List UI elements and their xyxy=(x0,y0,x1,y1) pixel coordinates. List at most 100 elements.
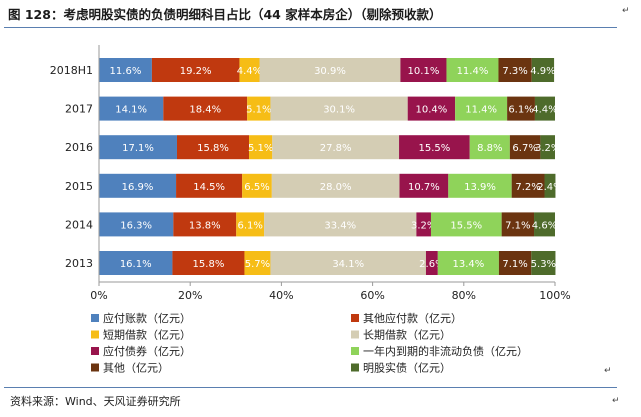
data-label: 14.1% xyxy=(115,105,147,116)
category-label: 2015 xyxy=(65,180,93,193)
legend-swatch xyxy=(91,347,99,355)
legend-label: 短期借款（亿元） xyxy=(103,328,191,342)
legend-swatch xyxy=(91,314,99,322)
source-note: 资料来源：Wind、天风证券研究所 xyxy=(10,395,181,408)
bar-2013-s4 xyxy=(425,251,438,275)
data-label: 15.8% xyxy=(197,143,229,154)
data-label: 27.8% xyxy=(320,143,352,154)
data-label: 30.9% xyxy=(314,66,346,77)
bar-2015-s1 xyxy=(176,173,243,198)
bar-2013-s2 xyxy=(244,251,271,275)
bar-2013-s5 xyxy=(437,251,499,275)
data-label: 16.9% xyxy=(122,182,154,193)
data-label: 5.3% xyxy=(531,259,556,270)
data-label: 28.0% xyxy=(320,182,352,193)
x-tick-label: 60% xyxy=(360,289,384,302)
bar-2016-s6 xyxy=(509,135,541,160)
legend-swatch xyxy=(351,314,359,322)
data-label: 10.4% xyxy=(416,105,448,116)
data-label: 11.4% xyxy=(465,105,497,116)
data-label: 15.5% xyxy=(450,220,482,231)
data-label: 2.6% xyxy=(419,259,444,270)
bars-layer: 11.6% 19.2% 4.4% 30.9% 10.1% 11.4% 7.3% 4.9% 14.… xyxy=(99,58,563,275)
data-label: 5.7% xyxy=(245,259,270,270)
source-rule xyxy=(4,387,617,388)
data-label: 13.8% xyxy=(189,220,221,231)
data-label: 13.9% xyxy=(464,182,496,193)
bar-2013-s1 xyxy=(172,251,245,275)
bar-2013-s7 xyxy=(531,251,556,275)
bar-2017-s2 xyxy=(247,96,271,121)
bar-2015-s4 xyxy=(399,173,449,198)
data-label: 11.4% xyxy=(457,66,489,77)
data-label: 7.3% xyxy=(502,66,527,77)
data-label: 11.6% xyxy=(110,66,142,77)
bar-2018H1-s1 xyxy=(151,58,240,82)
data-label: 3.2% xyxy=(411,220,436,231)
bar-2018H1-s2 xyxy=(239,58,260,82)
bar-2015-s2 xyxy=(242,173,272,198)
legend-label: 一年内到期的非流动负债（亿元） xyxy=(363,344,528,358)
data-label: 17.1% xyxy=(122,143,154,154)
data-label: 30.1% xyxy=(323,105,355,116)
bar-2016-s0 xyxy=(99,135,177,160)
bar-2015-s6 xyxy=(511,173,545,198)
data-label: 14.5% xyxy=(193,182,225,193)
bar-2016-s2 xyxy=(249,135,273,160)
data-label: 2.4% xyxy=(537,182,562,193)
data-label: 16.1% xyxy=(120,259,152,270)
legend-label: 长期借款（亿元） xyxy=(363,328,451,342)
legend-label: 明股实债（亿元） xyxy=(363,361,451,375)
bar-2017-s5 xyxy=(455,96,508,121)
data-label: 33.4% xyxy=(324,220,356,231)
legend-swatch xyxy=(351,363,359,372)
data-label: 7.1% xyxy=(505,220,530,231)
bar-2015-s3 xyxy=(271,173,400,198)
bar-2018H1-s6 xyxy=(498,58,532,82)
data-label: 13.4% xyxy=(452,259,484,270)
data-label: 10.7% xyxy=(408,182,440,193)
bar-2018H1-s3 xyxy=(259,58,401,82)
data-label: 4.6% xyxy=(532,220,557,231)
bar-2017-s0 xyxy=(99,96,164,121)
bar-2016-s4 xyxy=(399,135,470,160)
bar-2013-s3 xyxy=(270,251,426,275)
bar-2014-s5 xyxy=(430,212,502,237)
data-label: 6.5% xyxy=(244,182,269,193)
category-label: 2017 xyxy=(65,103,93,116)
data-label: 7.1% xyxy=(502,259,527,270)
bar-2014-s3 xyxy=(264,212,417,237)
bar-2017-s4 xyxy=(407,96,456,121)
title-rule xyxy=(4,27,617,28)
data-label: 4.4% xyxy=(532,105,557,116)
bar-2014-s1 xyxy=(173,212,237,237)
legend-swatch xyxy=(91,363,99,372)
category-label: 2013 xyxy=(65,257,93,270)
axes-layer: 2018H1 2017 2016 2015 2014 2013 0% 20% 40% 60% 80%… xyxy=(50,45,571,302)
legend-label: 应付债券（亿元） xyxy=(103,344,191,358)
data-label: 4.4% xyxy=(237,66,262,77)
bar-2018H1-s4 xyxy=(400,58,447,82)
bar-2016-s5 xyxy=(469,135,510,160)
data-label: 4.9% xyxy=(530,66,555,77)
bar-2017-s1 xyxy=(163,96,248,121)
bar-2016-s7 xyxy=(540,135,555,160)
bar-2014-s0 xyxy=(99,212,174,237)
paragraph-mark-icon-2: ↵ xyxy=(604,366,612,376)
data-label: 7.2% xyxy=(515,182,540,193)
bar-2013-s0 xyxy=(99,251,173,275)
legend-swatch xyxy=(351,347,359,355)
x-tick-label: 0% xyxy=(90,289,107,302)
bar-2013-s6 xyxy=(498,251,532,275)
legend-label: 应付账款（亿元） xyxy=(103,311,191,325)
data-label: 16.3% xyxy=(120,220,152,231)
bar-2015-s7 xyxy=(544,173,556,198)
bar-2014-s4 xyxy=(416,212,431,237)
data-label: 6.7% xyxy=(512,143,537,154)
bar-2018H1-s7 xyxy=(531,58,555,82)
bar-2018H1-s5 xyxy=(446,58,499,82)
data-label: 6.1% xyxy=(237,220,262,231)
data-label: 6.1% xyxy=(508,105,533,116)
data-label: 15.5% xyxy=(418,143,450,154)
data-label: 3.2% xyxy=(535,143,560,154)
